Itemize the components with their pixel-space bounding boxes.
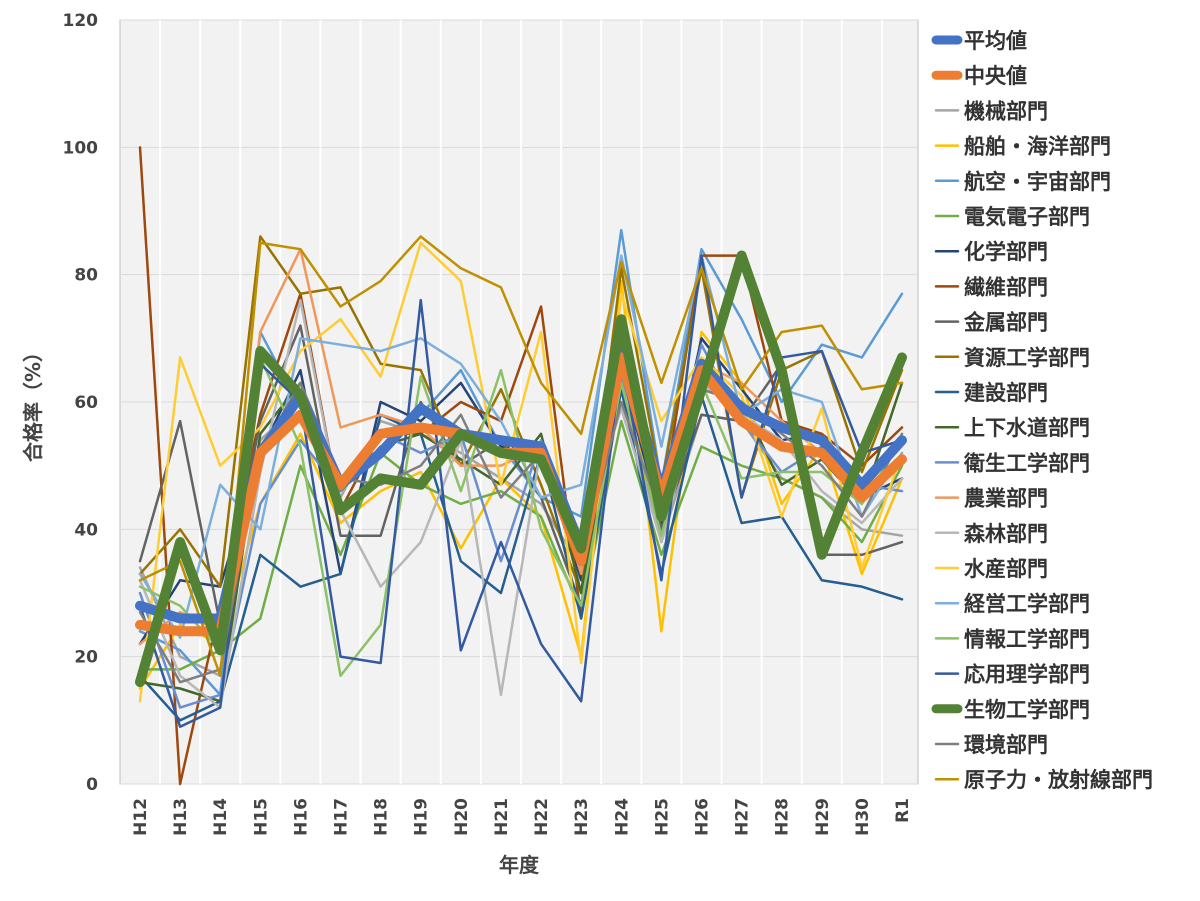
x-axis: H12 H13 H14 H15 H16 H17 H18 H19 H20 H21 H22 H23 H24 H… bbox=[131, 798, 913, 836]
legend-label: 船舶・海洋部門 bbox=[964, 135, 1111, 159]
x-tick-label: H25 bbox=[652, 798, 672, 836]
x-tick-label: H28 bbox=[773, 798, 793, 836]
y-tick-label: 80 bbox=[74, 266, 98, 286]
legend-label: 森林部門 bbox=[964, 522, 1048, 546]
legend-label: 平均値 bbox=[964, 29, 1027, 53]
x-tick-label: H15 bbox=[251, 798, 271, 836]
legend-label: 資源工学部門 bbox=[964, 346, 1090, 370]
x-tick-label: H23 bbox=[572, 798, 592, 836]
legend: 平均値中央値機械部門船舶・海洋部門航空・宇宙部門電気電子部門化学部門繊維部門金属… bbox=[931, 29, 1153, 792]
series-line bbox=[135, 250, 907, 688]
legend-label: 機械部門 bbox=[964, 99, 1048, 123]
series-line bbox=[138, 388, 904, 722]
legend-label: 応用理学部門 bbox=[964, 663, 1090, 687]
legend-label: 化学部門 bbox=[964, 240, 1048, 264]
x-tick-label: H26 bbox=[692, 798, 712, 836]
series-line bbox=[138, 241, 904, 703]
y-tick-label: 120 bbox=[63, 11, 99, 31]
legend-label: 建設部門 bbox=[964, 381, 1048, 405]
x-tick-label: H27 bbox=[733, 798, 753, 836]
legend-label: 航空・宇宙部門 bbox=[964, 170, 1111, 194]
legend-label: 衛生工学部門 bbox=[963, 451, 1090, 475]
x-tick-label: H21 bbox=[492, 798, 512, 836]
legend-label: 金属部門 bbox=[963, 311, 1048, 335]
x-tick-label: H29 bbox=[813, 798, 833, 836]
x-tick-label: H24 bbox=[612, 798, 632, 836]
legend-label: 水産部門 bbox=[964, 557, 1048, 581]
legend-label: 経営工学部門 bbox=[964, 592, 1090, 616]
legend-label: 中央値 bbox=[964, 64, 1027, 88]
x-tick-label: H18 bbox=[372, 798, 392, 836]
y-axis: 0 20 40 60 80 100 120 bbox=[63, 11, 99, 795]
x-tick-label: H22 bbox=[532, 798, 552, 836]
x-tick-label: H14 bbox=[211, 798, 231, 836]
x-tick-label: H17 bbox=[332, 798, 352, 836]
legend-label: 電気電子部門 bbox=[964, 205, 1090, 229]
legend-label: 環境部門 bbox=[964, 733, 1048, 757]
x-tick-label: H13 bbox=[171, 798, 191, 836]
series-line bbox=[138, 254, 904, 728]
x-tick-label: H12 bbox=[131, 798, 151, 836]
legend-label: 原子力・放射線部門 bbox=[964, 768, 1153, 792]
x-axis-title: 年度 bbox=[499, 853, 540, 877]
y-tick-label: 40 bbox=[74, 520, 98, 540]
gridlines bbox=[120, 19, 918, 785]
legend-label: 情報工学部門 bbox=[964, 627, 1090, 651]
x-tick-label: H16 bbox=[291, 798, 311, 836]
y-tick-label: 0 bbox=[86, 775, 98, 795]
y-axis-title: 合格率（%） bbox=[21, 342, 45, 462]
y-tick-label: 20 bbox=[74, 648, 98, 668]
series-line bbox=[138, 235, 904, 595]
x-tick-label: H19 bbox=[412, 798, 432, 836]
x-tick-label: H20 bbox=[452, 798, 472, 836]
series-lines bbox=[135, 146, 907, 786]
legend-label: 上下水道部門 bbox=[964, 416, 1090, 440]
legend-label: 農業部門 bbox=[964, 487, 1048, 511]
x-tick-label: H30 bbox=[853, 798, 873, 836]
legend-label: 生物工学部門 bbox=[964, 698, 1090, 722]
y-tick-label: 100 bbox=[63, 138, 99, 158]
x-tick-label: R1 bbox=[893, 798, 913, 823]
y-tick-label: 60 bbox=[74, 393, 98, 413]
legend-label: 繊維部門 bbox=[964, 275, 1048, 299]
series-line bbox=[138, 324, 904, 627]
